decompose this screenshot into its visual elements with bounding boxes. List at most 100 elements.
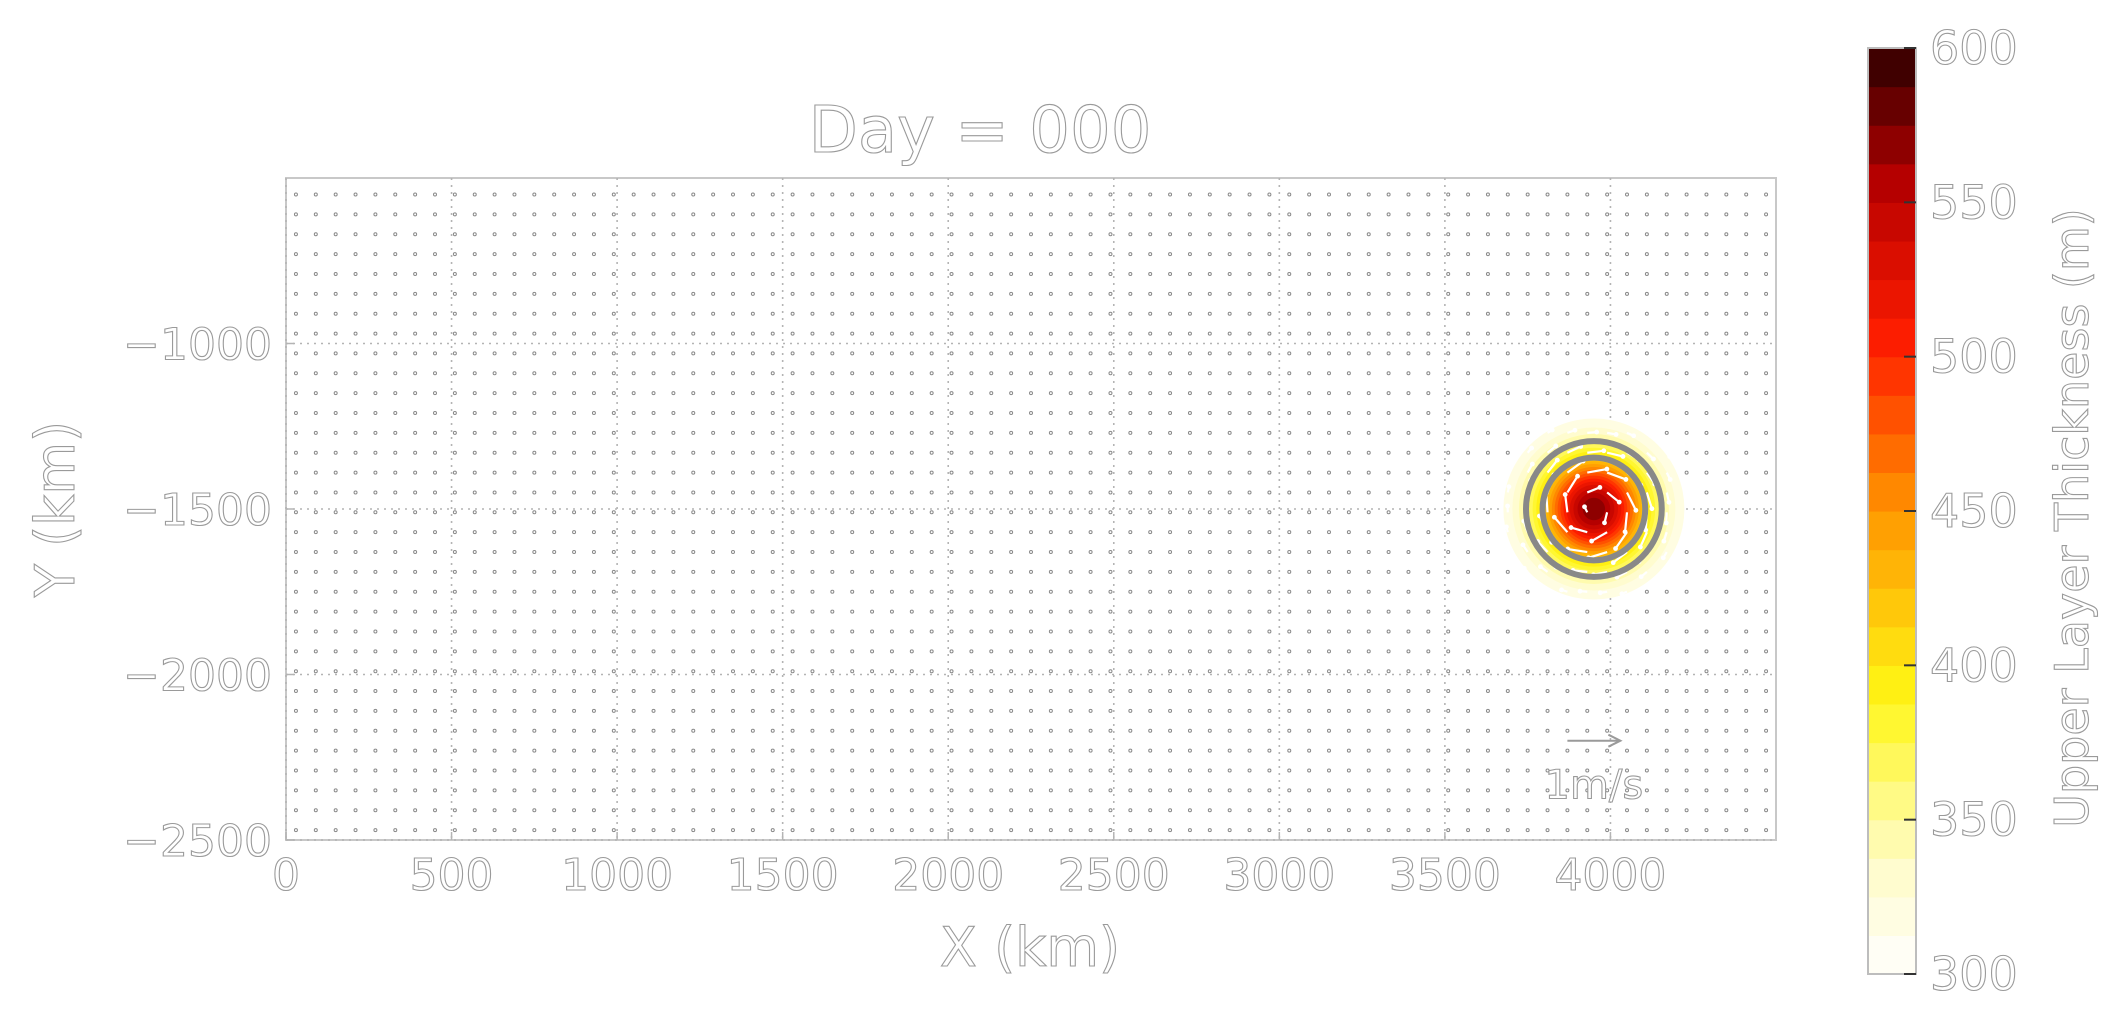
velocity-dot xyxy=(770,411,775,416)
velocity-dot xyxy=(552,391,557,396)
velocity-dot xyxy=(671,768,676,773)
velocity-dot xyxy=(1287,550,1292,555)
velocity-dot xyxy=(1247,411,1252,416)
velocity-dot xyxy=(909,689,914,694)
velocity-dot xyxy=(1485,411,1490,416)
velocity-dot xyxy=(1267,391,1272,396)
velocity-dot xyxy=(1068,411,1073,416)
velocity-dot xyxy=(512,470,517,475)
velocity-dot xyxy=(572,629,577,634)
velocity-dot xyxy=(1684,788,1689,793)
velocity-dot xyxy=(433,510,437,515)
velocity-dot xyxy=(850,689,855,694)
velocity-dot xyxy=(293,609,298,614)
velocity-dot xyxy=(1704,649,1709,654)
velocity-dot xyxy=(750,788,755,793)
velocity-dot xyxy=(1386,808,1391,813)
velocity-dot xyxy=(591,490,596,495)
velocity-dot xyxy=(770,271,775,276)
velocity-dot xyxy=(1366,411,1371,416)
velocity-dot xyxy=(1088,252,1093,257)
velocity-dot xyxy=(1625,788,1629,793)
velocity-dot xyxy=(1307,708,1312,713)
velocity-dot xyxy=(631,450,636,455)
velocity-dot xyxy=(1327,331,1331,336)
velocity-dot xyxy=(1764,589,1769,594)
velocity-dot xyxy=(750,232,755,237)
velocity-dot xyxy=(1048,430,1053,435)
velocity-dot xyxy=(631,669,636,674)
velocity-dot xyxy=(1525,689,1530,694)
velocity-dot xyxy=(1068,649,1073,654)
velocity-dot xyxy=(512,589,517,594)
velocity-dot xyxy=(1545,252,1550,257)
velocity-dot xyxy=(333,430,338,435)
velocity-dot xyxy=(373,629,378,634)
velocity-dot xyxy=(333,271,338,276)
velocity-dot xyxy=(949,232,954,237)
velocity-dot xyxy=(1108,609,1113,614)
velocity-dot xyxy=(1187,470,1192,475)
velocity-dot xyxy=(949,252,954,257)
velocity-dot xyxy=(1684,291,1689,296)
velocity-dot xyxy=(1148,311,1153,316)
velocity-dot xyxy=(949,788,954,793)
velocity-dot xyxy=(949,212,954,217)
velocity-dot xyxy=(1426,708,1431,713)
velocity-dot xyxy=(1505,371,1510,376)
velocity-dot xyxy=(1704,351,1709,356)
velocity-dot xyxy=(472,808,477,813)
velocity-dot xyxy=(1287,450,1292,455)
velocity-dot xyxy=(1187,530,1192,535)
velocity-dot xyxy=(1585,192,1590,197)
velocity-dot xyxy=(850,569,855,574)
velocity-dot xyxy=(1386,212,1391,217)
velocity-dot xyxy=(830,808,835,813)
velocity-dot xyxy=(1267,728,1272,733)
velocity-dot xyxy=(750,569,755,574)
plot-area: 1m/s xyxy=(285,177,1777,841)
velocity-arrow-head xyxy=(1623,477,1629,482)
colorbar-segment xyxy=(1868,472,1916,512)
velocity-dot xyxy=(532,609,537,614)
velocity-dot xyxy=(1307,252,1312,257)
velocity-dot xyxy=(1187,391,1192,396)
velocity-dot xyxy=(1406,212,1411,217)
velocity-dot xyxy=(731,808,735,813)
velocity-dot xyxy=(1505,808,1510,813)
velocity-arrow-head xyxy=(1643,527,1649,533)
velocity-dot xyxy=(1267,311,1272,316)
velocity-dot xyxy=(1187,490,1192,495)
velocity-dot xyxy=(353,411,358,416)
velocity-dot xyxy=(512,510,517,515)
velocity-dot xyxy=(1128,192,1133,197)
velocity-dot xyxy=(1346,490,1351,495)
velocity-dot xyxy=(1664,291,1669,296)
velocity-dot xyxy=(830,510,835,515)
velocity-dot xyxy=(1525,192,1530,197)
velocity-arrow xyxy=(1570,526,1588,534)
velocity-dot xyxy=(1545,192,1550,197)
velocity-dot xyxy=(909,569,914,574)
velocity-dot xyxy=(1525,331,1530,336)
velocity-dot xyxy=(1148,212,1153,217)
velocity-dot xyxy=(1088,569,1093,574)
velocity-dot xyxy=(393,470,398,475)
colorbar-label: Upper Layer Thickness (m) xyxy=(2045,208,2099,827)
velocity-dot xyxy=(631,391,636,396)
velocity-dot xyxy=(1664,331,1669,336)
velocity-dot xyxy=(671,371,676,376)
velocity-dot xyxy=(1287,291,1292,296)
velocity-dot xyxy=(1227,669,1232,674)
velocity-dot xyxy=(1744,828,1749,833)
velocity-dot xyxy=(1485,351,1490,356)
velocity-dot xyxy=(293,291,298,296)
velocity-dot xyxy=(1724,510,1729,515)
velocity-dot xyxy=(1307,470,1312,475)
velocity-dot xyxy=(1446,649,1451,654)
velocity-dot xyxy=(353,470,358,475)
velocity-dot xyxy=(1029,450,1033,455)
velocity-dot xyxy=(1148,550,1153,555)
velocity-dot xyxy=(711,808,716,813)
velocity-dot xyxy=(492,311,497,316)
